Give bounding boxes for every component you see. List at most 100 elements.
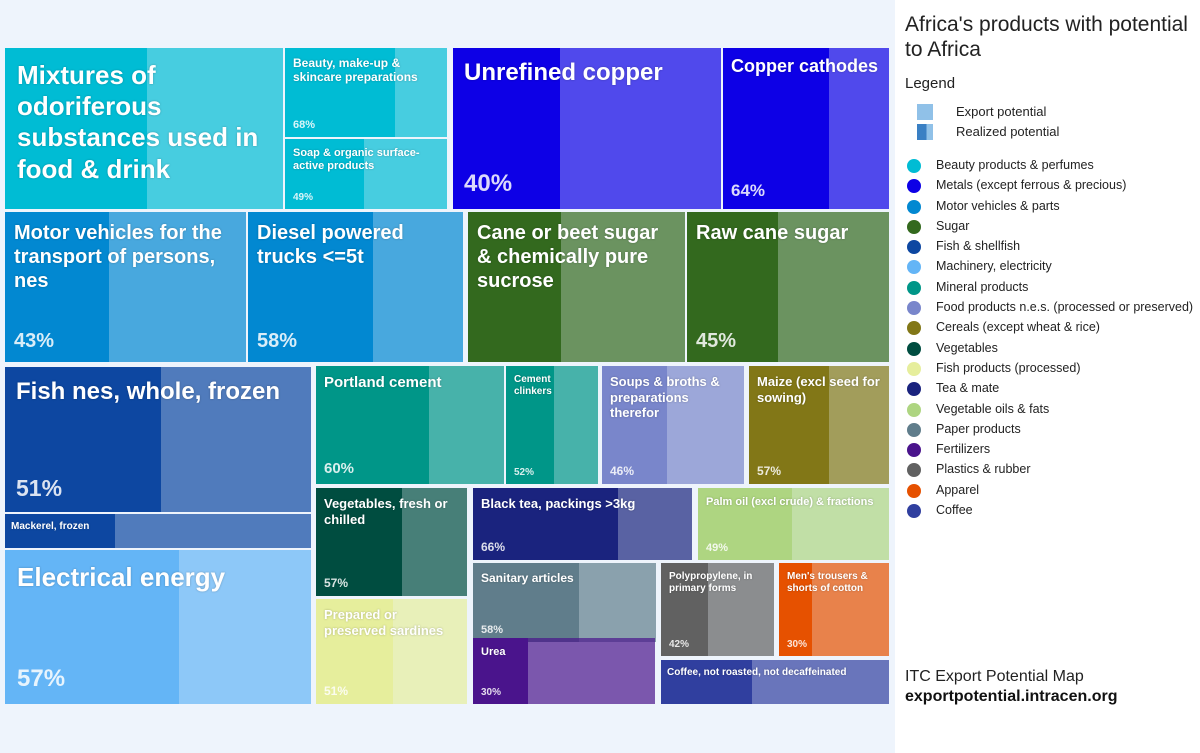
realized-potential-bar bbox=[453, 48, 561, 209]
realized-potential-bar bbox=[248, 212, 373, 362]
tile-beauty-make-up-skincare-preparations[interactable]: Beauty, make-up & skincare preparations 6… bbox=[285, 48, 447, 137]
tile-label: Black tea, packings >3kg bbox=[481, 496, 636, 511]
tile-cement-clinkers[interactable]: Cement clinkers 52% bbox=[506, 366, 598, 484]
export-potential-label: Export potential bbox=[956, 104, 1047, 119]
tile-cane-or-beet-sugar-chemically-pure-sucrose[interactable]: Cane or beet sugar & chemically pure suc… bbox=[468, 212, 685, 362]
realized-potential-bar bbox=[687, 212, 778, 362]
tile-label: Maize (excl seed for sowing) bbox=[757, 374, 880, 405]
sector-label: Machinery, electricity bbox=[936, 259, 1052, 274]
tile-copper-cathodes[interactable]: Copper cathodes 64% bbox=[723, 48, 889, 209]
sector-label: Motor vehicles & parts bbox=[936, 198, 1060, 213]
tile-percent: 30% bbox=[787, 639, 808, 650]
tile-palm-oil-excl-crude-fractions[interactable]: Palm oil (excl crude) & fractions 49% bbox=[698, 488, 889, 560]
tile-prepared-or-preserved-sardines[interactable]: Prepared or preserved sardines 51% bbox=[316, 599, 467, 704]
realized-potential-swatch bbox=[917, 124, 933, 140]
tile-label: Prepared or preserved sardines bbox=[324, 607, 444, 638]
sector-label: Coffee bbox=[936, 503, 973, 518]
tile-label: Polypropylene, in primary forms bbox=[669, 571, 753, 594]
sector-color-dot bbox=[907, 260, 921, 275]
sector-color-dot bbox=[907, 483, 921, 498]
tile-percent: 58% bbox=[481, 624, 504, 636]
sector-label: Tea & mate bbox=[936, 381, 1000, 396]
tile-coffee-not-roasted-not-decaffeinated[interactable]: Coffee, not roasted, not decaffeinated bbox=[661, 660, 889, 704]
tile-label: Raw cane sugar bbox=[696, 222, 849, 244]
sector-color-dot bbox=[907, 219, 921, 234]
sector-color-dot bbox=[907, 443, 921, 458]
realized-potential-bar bbox=[5, 550, 180, 704]
sector-color-dot bbox=[907, 199, 921, 214]
sector-color-dot bbox=[907, 341, 921, 356]
sector-color-dot bbox=[907, 504, 921, 519]
tile-percent: 51% bbox=[16, 475, 63, 501]
tile-label: Beauty, make-up & skincare preparations bbox=[293, 56, 418, 85]
tile-unrefined-copper[interactable]: Unrefined copper 40% bbox=[453, 48, 721, 209]
tile-mixtures-of-odoriferous-substances-used-in-food-drink[interactable]: Mixtures of odoriferous substances used … bbox=[5, 48, 283, 209]
tile-polypropylene-in-primary-forms[interactable]: Polypropylene, in primary forms 42% bbox=[661, 563, 774, 656]
realized-potential-bar bbox=[5, 212, 109, 362]
realized-potential-bar bbox=[698, 488, 792, 560]
tile-percent: 49% bbox=[293, 192, 314, 203]
sector-color-dot bbox=[907, 321, 921, 336]
tile-percent: 64% bbox=[731, 181, 766, 200]
tile-label: Mackerel, frozen bbox=[11, 521, 90, 532]
tile-percent: 46% bbox=[610, 464, 635, 478]
realized-potential-bar bbox=[285, 48, 396, 137]
sector-color-dot bbox=[907, 240, 921, 255]
tile-label: Copper cathodes bbox=[731, 56, 879, 76]
legend-panel: Africa's products with potential to Afri… bbox=[895, 0, 1200, 753]
tile-percent: 66% bbox=[481, 540, 506, 554]
tile-label: Sanitary articles bbox=[481, 571, 574, 585]
tile-percent: 60% bbox=[324, 460, 355, 477]
tile-men-s-trousers-shorts-of-cotton[interactable]: Men's trousers & shorts of cotton 30% bbox=[779, 563, 889, 656]
tile-percent: 40% bbox=[464, 170, 513, 197]
sector-label: Mineral products bbox=[936, 279, 1029, 294]
sector-label: Fertilizers bbox=[936, 442, 991, 457]
treemap-tiles: Mixtures of odoriferous substances used … bbox=[5, 48, 889, 704]
realized-potential-bar bbox=[749, 366, 829, 484]
sector-label: Beauty products & perfumes bbox=[936, 158, 1094, 172]
tile-label: Urea bbox=[481, 646, 506, 658]
tile-percent: 42% bbox=[669, 639, 690, 650]
tile-diesel-powered-trucks-5t[interactable]: Diesel powered trucks <=5t 58% bbox=[248, 212, 463, 362]
tile-motor-vehicles-for-the-transport-of-persons-nes[interactable]: Motor vehicles for the transport of pers… bbox=[5, 212, 246, 362]
sector-color-dot bbox=[907, 159, 921, 173]
sector-label: Plastics & rubber bbox=[936, 462, 1031, 477]
sector-label: Fish & shellfish bbox=[936, 239, 1021, 254]
tile-label: Soap & organic surface-active products bbox=[293, 147, 420, 173]
sector-label: Sugar bbox=[936, 218, 970, 233]
sector-label: Vegetable oils & fats bbox=[936, 401, 1050, 416]
tile-percent: 68% bbox=[293, 119, 316, 131]
realized-potential-bar bbox=[473, 638, 528, 704]
tile-raw-cane-sugar[interactable]: Raw cane sugar 45% bbox=[687, 212, 889, 362]
realized-potential-label: Realized potential bbox=[956, 124, 1060, 139]
sector-label: Food products n.e.s. (processed or prese… bbox=[936, 300, 1194, 315]
sector-color-dot bbox=[907, 402, 921, 417]
tile-label: Fish nes, whole, frozen bbox=[16, 378, 281, 405]
tile-sanitary-articles[interactable]: Sanitary articles 58% bbox=[473, 563, 656, 642]
sector-color-dot bbox=[907, 422, 921, 437]
tile-soap-organic-surface-active-products[interactable]: Soap & organic surface-active products 49… bbox=[285, 139, 447, 209]
tile-label: Vegetables, fresh or chilled bbox=[324, 496, 448, 527]
tile-maize-excl-seed-for-sowing[interactable]: Maize (excl seed for sowing) 57% bbox=[749, 366, 889, 484]
realized-potential-bar bbox=[506, 366, 554, 484]
realized-potential-bar bbox=[5, 367, 162, 512]
tile-mackerel-frozen[interactable]: Mackerel, frozen bbox=[5, 514, 311, 548]
tile-label: Motor vehicles for the transport of pers… bbox=[14, 222, 222, 292]
legend-title: Legend bbox=[905, 75, 956, 92]
tile-urea[interactable]: Urea 30% bbox=[473, 638, 655, 704]
realized-potential-bar bbox=[316, 488, 403, 596]
tile-label: Men's trousers & shorts of cotton bbox=[787, 571, 868, 594]
tile-soups-broths-preparations-therefor[interactable]: Soups & broths & preparations therefor 46… bbox=[602, 366, 744, 484]
credit-url[interactable]: exportpotential.intracen.org bbox=[905, 688, 1118, 705]
tile-electrical-energy[interactable]: Electrical energy 57% bbox=[5, 550, 311, 704]
realized-potential-bar bbox=[468, 212, 562, 362]
tile-percent: 57% bbox=[17, 665, 66, 692]
tile-black-tea-packings-3kg[interactable]: Black tea, packings >3kg 66% bbox=[473, 488, 692, 560]
sector-color-dot bbox=[907, 361, 921, 376]
tile-vegetables-fresh-or-chilled[interactable]: Vegetables, fresh or chilled 57% bbox=[316, 488, 467, 596]
realized-potential-bar bbox=[661, 660, 753, 704]
realized-potential-bar bbox=[316, 599, 393, 704]
tile-percent: 49% bbox=[706, 542, 729, 554]
tile-portland-cement[interactable]: Portland cement 60% bbox=[316, 366, 504, 484]
tile-fish-nes-whole-frozen[interactable]: Fish nes, whole, frozen 51% bbox=[5, 367, 311, 512]
